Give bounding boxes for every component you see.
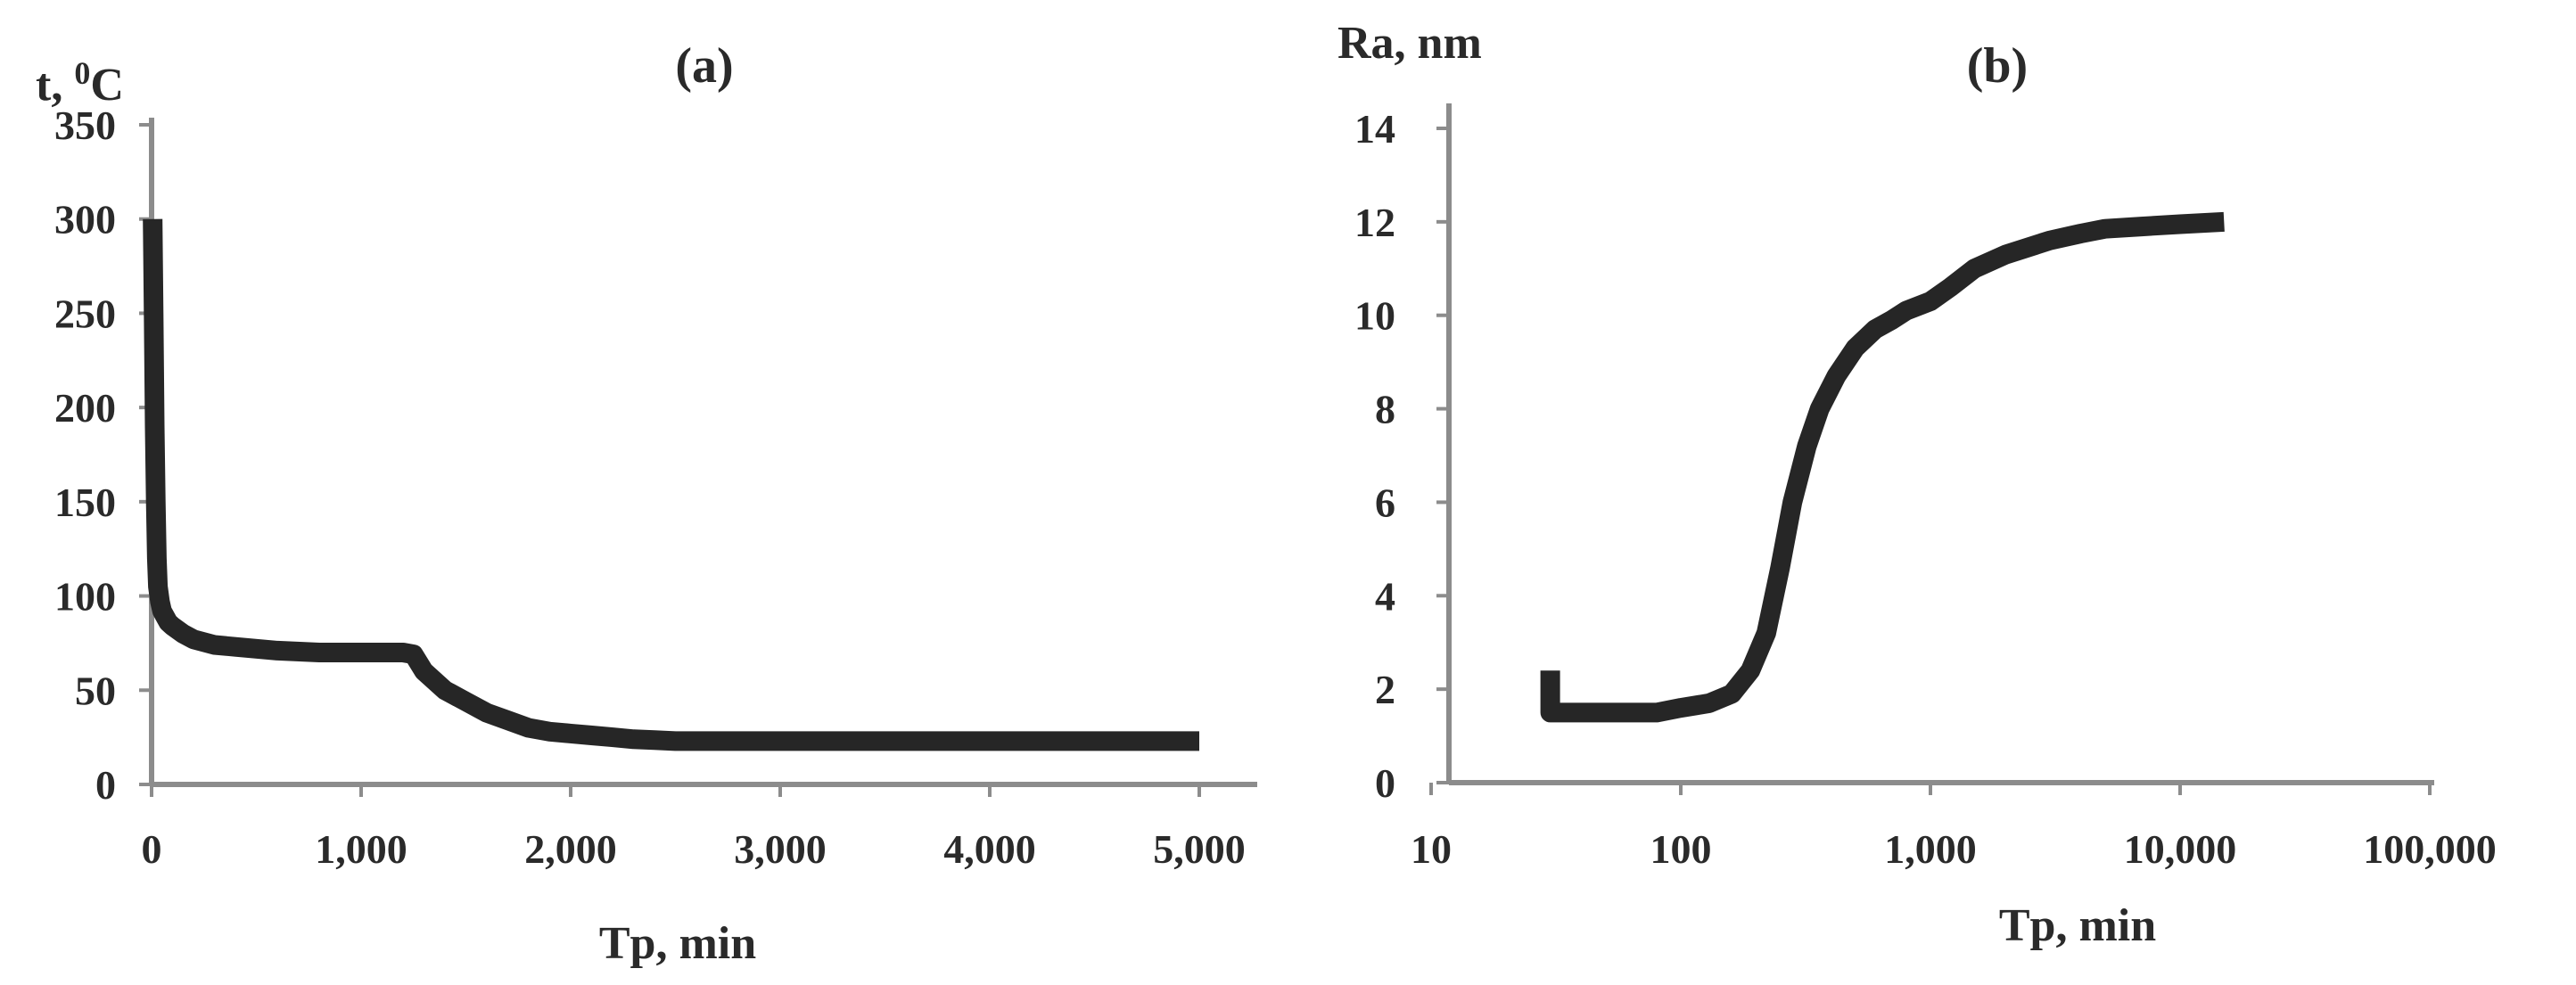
panel-a-ylabel: t, 0C	[36, 55, 124, 111]
panel-b-xlabel: Tp, min	[1999, 900, 2156, 951]
panel-b-x-tick-label: 10	[1411, 826, 1452, 872]
panel-a-x-tick-label: 4,000	[943, 826, 1036, 872]
panel-b-label: (b)	[1967, 38, 2028, 94]
panel-a-x-tick-label: 2,000	[524, 826, 617, 872]
panel-b-y-tick-label: 4	[1375, 573, 1395, 619]
panel-a-x-tick-label: 0	[142, 826, 162, 872]
panel-a-y-tick-label: 350	[54, 103, 116, 148]
panel-a-y-tick-label: 200	[54, 385, 116, 431]
panel-a: (a) t, 0C Tp, min 0 50 100 150 200 250 300 350 0…	[36, 38, 1257, 969]
panel-b-y-tick-label: 2	[1375, 667, 1395, 712]
panel-a-y-tick-label: 300	[54, 197, 116, 242]
panel-b: (b) Ra, nm Tp, min 0 2 4 6 8 10 12 14 10 100 1,000…	[1337, 18, 2497, 951]
panel-a-xlabel: Tp, min	[599, 918, 756, 969]
panel-b-x-tick-label: 1,000	[1884, 826, 1977, 872]
panel-b-ylabel: Ra, nm	[1337, 18, 1482, 69]
panel-b-y-tick-label: 14	[1354, 106, 1395, 152]
panel-a-y-tick-label: 0	[95, 762, 116, 808]
panel-a-x-tick-label: 5,000	[1153, 826, 1246, 872]
panel-a-x-tick-label: 1,000	[315, 826, 407, 872]
panel-b-y-tick-label: 12	[1354, 200, 1395, 245]
panel-a-x-tick-label: 3,000	[734, 826, 827, 872]
panel-a-y-tick-label: 250	[54, 291, 116, 336]
panel-a-y-tick-label: 100	[54, 574, 116, 620]
panel-a-label: (a)	[675, 38, 733, 94]
panel-b-x-tick-label: 10,000	[2124, 826, 2237, 872]
panel-a-y-tick-label: 150	[54, 480, 116, 525]
panel-b-x-tick-label: 100	[1650, 826, 1712, 872]
panel-b-y-tick-label: 8	[1375, 387, 1395, 432]
panel-b-y-tick-label: 0	[1375, 760, 1395, 806]
panel-a-series-line	[143, 218, 1199, 751]
panel-b-y-tick-label: 6	[1375, 480, 1395, 525]
panel-b-series-line	[1540, 211, 2225, 723]
panel-a-y-tick-label: 50	[75, 668, 116, 713]
panel-b-x-tick-label: 100,000	[2363, 826, 2497, 872]
panel-b-y-tick-label: 10	[1354, 293, 1395, 339]
